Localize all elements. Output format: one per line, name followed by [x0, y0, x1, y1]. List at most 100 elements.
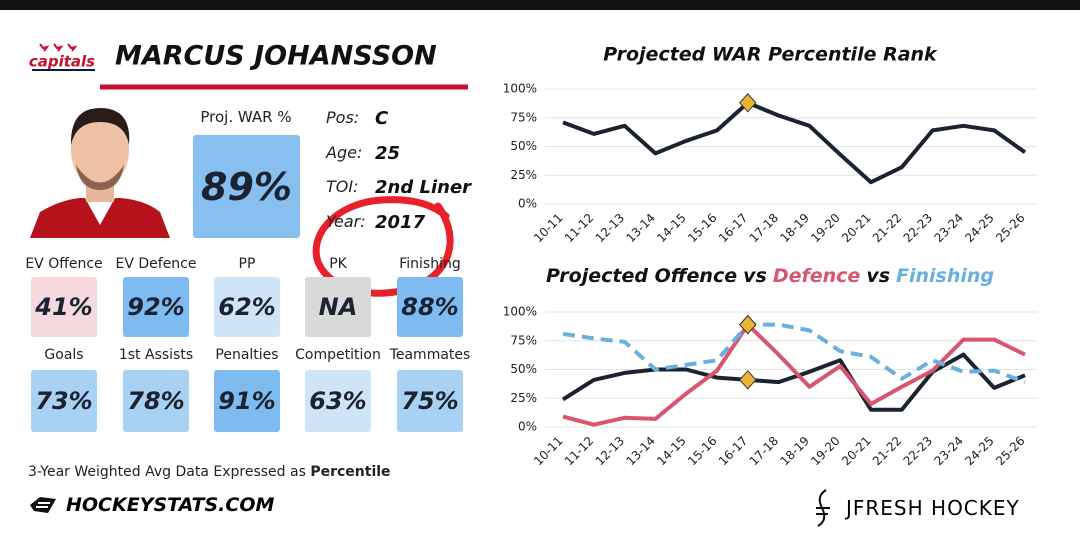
y-tick-label: 50%	[510, 362, 537, 376]
info-value: C	[375, 108, 389, 129]
info-label: Pos:	[326, 108, 360, 127]
tile-label: EV Offence	[25, 256, 103, 272]
x-tick-label: 22-23	[901, 211, 936, 246]
y-tick-label: 0%	[518, 197, 537, 211]
tile-value: 91%	[214, 370, 280, 432]
chart-title: Projected WAR Percentile Rank	[603, 44, 938, 66]
y-tick-label: 25%	[510, 391, 537, 405]
x-tick-label: 19-20	[808, 434, 843, 469]
info-label: Age:	[326, 142, 363, 162]
author-text: JFRESH HOCKEY	[846, 496, 1020, 520]
tile-label: Goals	[44, 347, 84, 363]
y-tick-label: 75%	[510, 110, 537, 124]
war-label: Proj. WAR %	[200, 108, 292, 126]
tile-label: Finishing	[399, 256, 461, 272]
chart-title: Projected Offence vs Defence vs Finishing	[546, 265, 994, 287]
x-tick-label: 13-14	[623, 434, 658, 469]
title-part: vs	[866, 265, 890, 287]
top-band	[0, 0, 1080, 10]
info-label: Year:	[326, 211, 366, 231]
tile-label: EV Defence	[115, 256, 197, 272]
x-tick-label: 15-16	[685, 434, 720, 469]
info-value: 25	[375, 142, 401, 164]
x-tick-label: 21-22	[870, 434, 905, 469]
author: JFRESH HOCKEY	[812, 488, 1020, 528]
title-part: Finishing	[896, 265, 994, 287]
x-tick-label: 11-12	[562, 434, 597, 469]
tile-value: 88%	[397, 277, 463, 337]
x-tick-label: 20-21	[839, 211, 874, 246]
y-tick-label: 100%	[503, 305, 537, 319]
source: HOCKEYSTATS.COM	[28, 494, 274, 516]
info-label: TOI:	[326, 177, 359, 196]
war-value: 89%	[193, 135, 300, 238]
y-tick-label: 100%	[503, 82, 537, 96]
x-tick-label: 23-24	[931, 211, 966, 246]
x-tick-label: 16-17	[716, 434, 751, 469]
highlight-marker	[739, 314, 757, 335]
x-tick-label: 18-19	[777, 211, 812, 246]
tile-label: Competition	[295, 347, 381, 363]
highlight-marker	[739, 370, 757, 390]
logo-stars	[39, 43, 78, 52]
tile-value: 92%	[123, 277, 189, 337]
series-line	[562, 322, 1026, 427]
x-tick-label: 25-26	[993, 211, 1028, 246]
x-tick-label: 12-13	[593, 434, 628, 469]
series-line	[562, 322, 1026, 384]
x-tick-label: 22-23	[901, 434, 936, 469]
x-tick-label: 12-13	[593, 211, 628, 246]
x-tick-label: 13-14	[623, 211, 658, 246]
x-tick-label: 17-18	[747, 211, 782, 246]
team-logo: capitals	[29, 53, 95, 71]
x-tick-label: 23-24	[931, 434, 966, 469]
player-name: MARCUS JOHANSSON	[115, 41, 437, 72]
y-tick-label: 75%	[510, 333, 537, 347]
x-tick-label: 14-15	[654, 434, 689, 469]
tile-label: Teammates	[389, 347, 471, 363]
x-tick-label: 24-25	[962, 434, 997, 469]
tile-value: 62%	[214, 277, 280, 337]
y-tick-label: 0%	[518, 420, 537, 434]
x-tick-label: 10-11	[531, 211, 566, 246]
author-logo	[816, 489, 830, 527]
info-value: 2nd Liner	[375, 177, 472, 198]
footnote-text: 3-Year Weighted Avg Data Expressed as	[28, 464, 306, 480]
x-tick-label: 15-16	[685, 211, 720, 246]
title-part: Defence	[773, 265, 861, 287]
title-part: vs	[743, 265, 767, 287]
tile-value: 63%	[305, 370, 371, 432]
x-tick-label: 20-21	[839, 434, 874, 469]
series-line	[562, 100, 1027, 185]
x-tick-label: 25-26	[993, 434, 1028, 469]
x-tick-label: 19-20	[808, 211, 843, 246]
x-tick-label: 14-15	[654, 211, 689, 246]
tile-label: PK	[329, 256, 347, 272]
x-tick-label: 11-12	[562, 211, 597, 246]
info-value: 2017	[375, 211, 426, 233]
x-tick-label: 17-18	[747, 434, 782, 469]
highlight-marker	[739, 93, 757, 113]
player-photo	[30, 108, 170, 238]
tile-value: 41%	[31, 277, 97, 337]
y-tick-label: 50%	[510, 139, 537, 153]
tile-value: 73%	[31, 370, 97, 432]
x-tick-label: 18-19	[777, 434, 812, 469]
y-tick-label: 25%	[510, 168, 537, 182]
series-line	[561, 352, 1026, 412]
tile-label: PP	[238, 256, 256, 272]
tile-value: NA	[305, 277, 371, 337]
x-tick-label: 16-17	[716, 211, 751, 246]
tile-label: Penalties	[215, 347, 279, 363]
x-tick-label: 21-22	[870, 211, 905, 246]
source-logo	[30, 497, 56, 513]
x-tick-label: 24-25	[962, 211, 997, 246]
source-text: HOCKEYSTATS.COM	[66, 494, 275, 516]
footnote: 3-Year Weighted Avg Data Expressed as Pe…	[28, 464, 391, 480]
x-tick-label: 10-11	[531, 434, 566, 469]
tile-value: 75%	[397, 370, 463, 432]
hand-annotation	[312, 196, 454, 297]
tile-value: 78%	[123, 370, 189, 432]
